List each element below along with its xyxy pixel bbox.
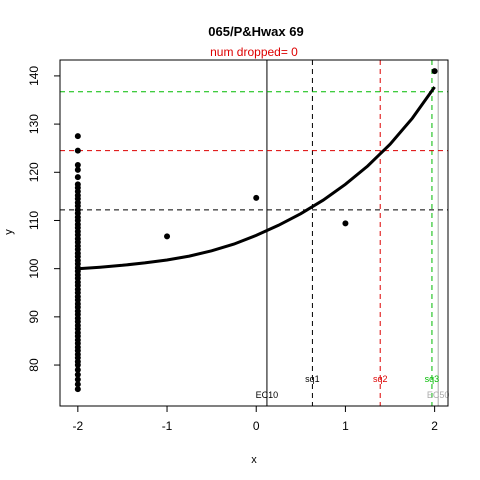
- y-tick-label-2: 100: [27, 258, 41, 278]
- data-point-57: [74, 371, 81, 378]
- data-point-58: [74, 376, 81, 383]
- data-point-56: [74, 366, 81, 373]
- vline-label-0: EC10: [256, 390, 279, 400]
- vline-label-2: sq2: [373, 374, 388, 384]
- data-point-61: [164, 233, 171, 240]
- vline-label-4: EC50: [427, 390, 450, 400]
- y-tick-label-5: 130: [27, 114, 41, 134]
- data-point-2: [74, 162, 81, 169]
- data-point-3: [74, 166, 81, 173]
- data-point-0: [74, 133, 81, 140]
- data-point-62: [253, 194, 260, 201]
- y-axis-label: y: [3, 229, 15, 235]
- data-point-64: [431, 68, 438, 75]
- plot-frame: [59, 59, 449, 407]
- y-tick-label-1: 90: [27, 310, 41, 324]
- y-tick-label-6: 140: [27, 66, 41, 86]
- x-axis-label: x: [251, 454, 257, 466]
- data-point-59: [74, 381, 81, 388]
- y-tick-label-3: 110: [27, 211, 41, 230]
- chart-subtitle: num dropped= 0: [210, 45, 298, 59]
- data-point-1: [74, 147, 81, 154]
- data-point-63: [342, 220, 349, 227]
- plot-area: EC10 sq1 sq2 sq3 EC50 -2 -1 0 1 2 80 90 100 110 120 130…: [27, 59, 450, 433]
- y-tick-label-4: 120: [27, 162, 41, 182]
- fit-curve: [77, 86, 436, 271]
- x-tick-label-4: 2: [431, 419, 438, 433]
- data-point-60: [74, 386, 81, 393]
- vline-label-1: sq1: [305, 374, 320, 384]
- data-point-55: [74, 362, 81, 369]
- vline-label-3: sq3: [425, 374, 440, 384]
- x-tick-label-0: -2: [73, 419, 84, 433]
- chart-title: 065/P&Hwax 69: [208, 24, 303, 39]
- x-tick-label-3: 1: [342, 419, 349, 433]
- data-point-4: [74, 174, 81, 181]
- x-tick-label-2: 0: [253, 419, 260, 433]
- x-tick-label-1: -1: [162, 419, 173, 433]
- y-tick-label-0: 80: [27, 358, 41, 372]
